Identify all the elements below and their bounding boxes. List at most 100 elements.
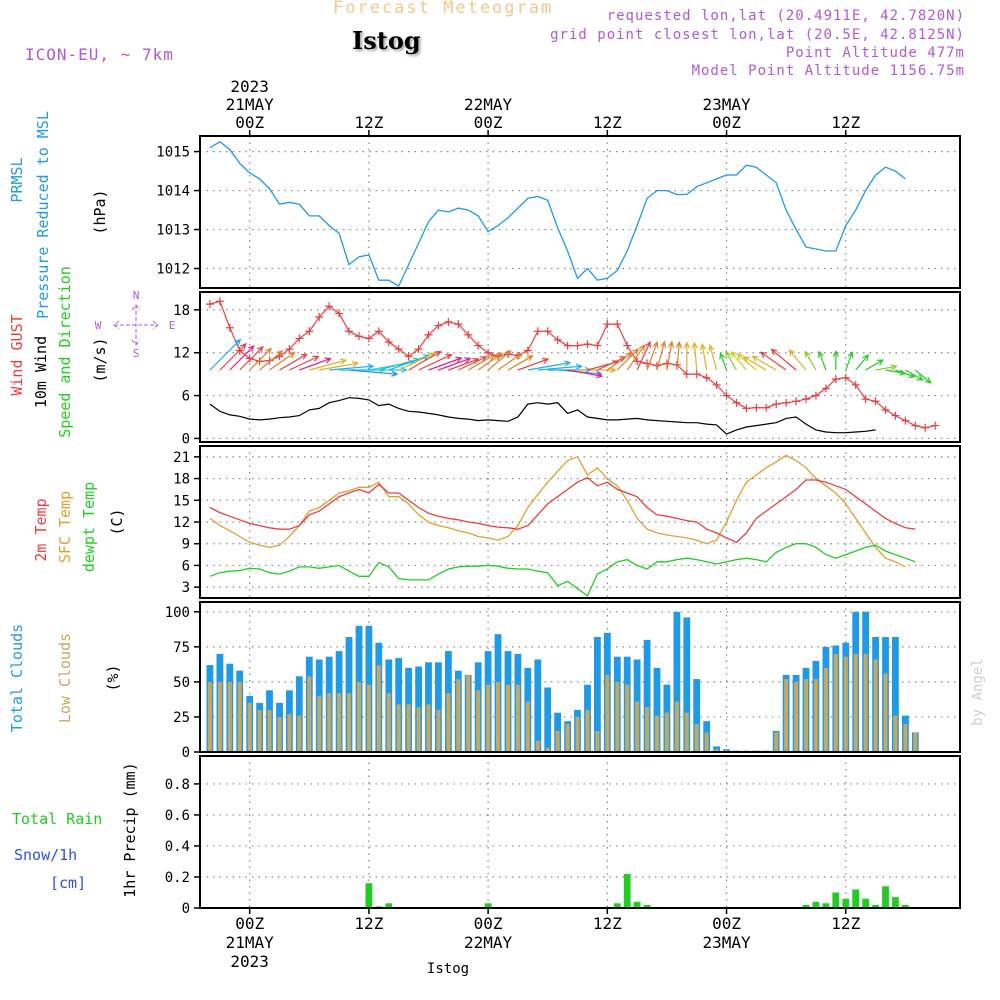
low-clouds-bar xyxy=(615,681,620,752)
panel-frame xyxy=(199,135,961,289)
low-clouds-bar xyxy=(903,724,908,752)
x-hour-top: 00Z xyxy=(712,113,741,132)
gust-point xyxy=(603,320,612,329)
wind-barb xyxy=(239,345,264,371)
wind-barb xyxy=(259,350,284,371)
gust-point xyxy=(215,297,224,306)
gust-point xyxy=(245,354,254,363)
y-tick-label: 9 xyxy=(182,537,190,553)
wind-barb xyxy=(527,360,572,371)
gust-point xyxy=(662,359,671,368)
low-clouds-bar xyxy=(535,740,540,752)
gust-point xyxy=(802,395,811,404)
y-tick-label: 12 xyxy=(173,346,190,362)
x-day-bottom: 21MAY xyxy=(226,933,275,952)
low-clouds-bar xyxy=(287,714,292,752)
wind-barb xyxy=(675,340,682,371)
x-hour-bottom: 00Z xyxy=(712,914,741,933)
wind-barb xyxy=(398,352,436,371)
gust-point xyxy=(583,340,592,349)
gust-point xyxy=(364,334,373,343)
total-clouds-bar xyxy=(544,687,552,752)
y-tick-label: 25 xyxy=(173,710,190,726)
low-clouds-bar xyxy=(794,681,799,752)
wind-barb xyxy=(832,349,839,370)
snow-unit-label: [cm] xyxy=(50,874,86,892)
gust-point xyxy=(613,320,622,329)
wind-barb xyxy=(467,354,496,371)
gust-point xyxy=(772,400,781,409)
low-clouds-label: Low Clouds xyxy=(56,633,74,723)
x-hour-top: 12Z xyxy=(831,113,860,132)
wind-dir-label: Speed and Direction xyxy=(56,266,74,438)
x-hour-top: 00Z xyxy=(235,113,264,132)
rain-bar xyxy=(623,873,631,908)
wind-barb xyxy=(914,369,932,384)
low-clouds-bar xyxy=(585,709,590,752)
rain-bar xyxy=(882,886,889,908)
low-clouds-bar xyxy=(307,676,312,752)
x-year-bottom: 2023 xyxy=(230,952,269,971)
rain-bar xyxy=(802,904,810,908)
x-hour-bottom: 00Z xyxy=(474,914,503,933)
y-tick-label: 18 xyxy=(173,303,190,319)
low-clouds-bar xyxy=(396,704,401,752)
wind-barb xyxy=(666,340,675,371)
x-day-top: 22MAY xyxy=(464,95,513,114)
gust-point xyxy=(841,373,850,382)
gust-point xyxy=(861,395,870,404)
rain-bar xyxy=(812,901,820,908)
model-label: ICON-EU, ~ 7km xyxy=(25,45,174,64)
y-tick-label: 3 xyxy=(182,580,190,596)
gust-point xyxy=(901,416,910,425)
dewpt-series xyxy=(209,543,916,597)
gust-point xyxy=(732,398,741,407)
wind-barb xyxy=(229,345,255,371)
gust-point xyxy=(285,345,294,354)
wind-barb xyxy=(438,357,472,371)
temp2m-series xyxy=(209,477,916,544)
wind-barb xyxy=(646,340,659,371)
point-altitude: Point Altitude 477m xyxy=(785,45,965,61)
low-clouds-bar xyxy=(476,690,481,752)
wind-barb xyxy=(487,350,512,371)
rain-bar xyxy=(484,903,492,908)
low-clouds-bar xyxy=(883,673,888,752)
rain-bar xyxy=(862,898,869,908)
sfc-temp-series xyxy=(209,454,906,568)
pressure-label-long: Pressure Reduced to MSL xyxy=(34,111,52,319)
wind-barb xyxy=(458,356,488,371)
y-tick-label: 0 xyxy=(182,431,190,447)
wind-barb xyxy=(759,351,787,371)
wind-barb xyxy=(378,357,421,371)
low-clouds-bar xyxy=(525,701,530,752)
total-clouds-bar xyxy=(673,611,681,752)
y-tick-label: 100 xyxy=(165,605,190,621)
gust-point xyxy=(752,403,761,412)
label-layer: 1012 1013 1014 1015 0 6 12 18 3 6 9 12 15 18 21 0 25 50 75… xyxy=(8,77,986,977)
compass-n: N xyxy=(133,289,140,302)
requested-coords: requested lon,lat (20.4911E, 42.7820N) xyxy=(606,8,965,24)
low-clouds-bar xyxy=(843,656,848,752)
low-clouds-bar xyxy=(456,679,461,752)
wind-barb xyxy=(329,363,375,371)
wind-barb xyxy=(428,356,463,371)
wind-barb xyxy=(865,359,885,371)
gust-point xyxy=(782,398,791,407)
x-day-bottom: 22MAY xyxy=(464,933,513,952)
low-clouds-bar xyxy=(704,732,709,752)
gust-point xyxy=(871,397,880,406)
grid-layer xyxy=(200,136,960,909)
gust-point xyxy=(354,332,363,341)
gust-point xyxy=(593,341,602,350)
gust-point xyxy=(543,327,552,336)
rain-bar xyxy=(365,883,373,908)
low-clouds-bar xyxy=(506,684,510,752)
gust-point xyxy=(881,405,890,414)
gust-point xyxy=(335,309,344,318)
gust-point xyxy=(931,421,940,430)
model-altitude: Model Point Altitude 1156.75m xyxy=(691,63,965,79)
y-tick-label: 15 xyxy=(173,493,190,509)
